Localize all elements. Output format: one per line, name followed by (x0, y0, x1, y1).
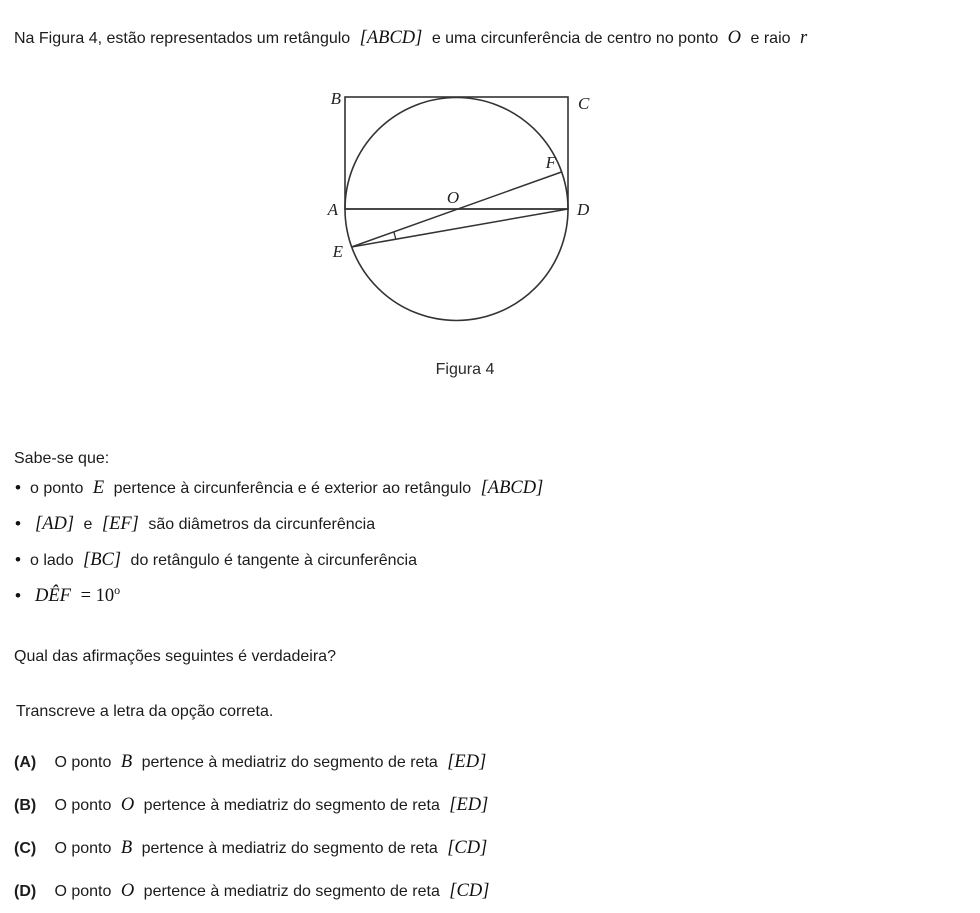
point-label-e: E (332, 242, 344, 261)
point-label-b: B (331, 89, 342, 108)
fact-text: o ponto (30, 480, 84, 497)
fact-item-tangent: o lado [BC] do retângulo é tangente à ci… (14, 542, 954, 578)
math-rectangle-abcd: [ABCD] (359, 28, 423, 48)
option-row-b: (B) O ponto O pertence à mediatriz do se… (14, 784, 954, 827)
point-label-f: F (545, 153, 557, 172)
fact-item-e-on-circle: o ponto E pertence à circunferência e é … (14, 470, 954, 506)
degree-superscript: o (114, 582, 121, 597)
option-text: pertence à mediatriz do segmento de reta (141, 840, 438, 857)
math-point: B (120, 752, 133, 772)
math-segment: [CD] (447, 838, 488, 858)
known-heading: Sabe-se que: (14, 450, 110, 467)
question-intro: Na Figura 4, estão representados um retâ… (14, 27, 974, 50)
option-row-a: (A) O ponto B pertence à mediatriz do se… (14, 741, 954, 784)
option-row-c: (C) O ponto B pertence à mediatriz do se… (14, 827, 954, 870)
math-point-o: O (727, 28, 742, 48)
instruction-text: Transcreve a letra da opção correta. (16, 703, 274, 720)
option-text: pertence à mediatriz do segmento de reta (141, 754, 438, 771)
options-list: (A) O ponto B pertence à mediatriz do se… (14, 741, 954, 913)
fact-text: são diâmetros da circunferência (148, 516, 376, 533)
figure-caption: Figura 4 (435, 361, 495, 378)
intro-text-2: e uma circunferência de centro no ponto (431, 30, 719, 47)
math-point: O (120, 881, 135, 901)
option-text: pertence à mediatriz do segmento de reta (143, 883, 440, 900)
fact-text: do retângulo é tangente à circunferência (130, 552, 417, 569)
math-segment: [ED] (447, 752, 487, 772)
point-label-c: C (578, 94, 590, 113)
point-label-a: A (327, 200, 339, 219)
option-letter: (C) (14, 840, 37, 857)
option-letter: (D) (14, 883, 37, 900)
math-segment-bc: [BC] (83, 550, 122, 570)
diameter-ef (351, 171, 562, 248)
math-segment-ad: [AD] (35, 514, 75, 534)
point-label-d: D (576, 200, 590, 219)
option-text: O ponto (54, 797, 112, 814)
option-text: O ponto (54, 754, 112, 771)
intro-text-1: Na Figura 4, estão representados um retâ… (14, 30, 351, 47)
option-text: O ponto (54, 840, 112, 857)
math-radius-r: r (799, 28, 808, 48)
segment-ed (351, 208, 569, 248)
fact-text: o lado (30, 552, 74, 569)
math-point: O (120, 795, 135, 815)
point-label-o: O (447, 188, 459, 207)
option-letter: (B) (14, 797, 37, 814)
option-text: pertence à mediatriz do segmento de reta (143, 797, 440, 814)
math-point: B (120, 838, 133, 858)
fact-text: e (83, 516, 93, 533)
math-point-e: E (92, 478, 105, 498)
geometry-figure: B C A D O E F (327, 89, 590, 322)
math-segment: [CD] (449, 881, 490, 901)
option-letter: (A) (14, 754, 37, 771)
intro-text-3: e raio (750, 30, 791, 47)
math-segment: [ED] (449, 795, 489, 815)
facts-list: o ponto E pertence à circunferência e é … (14, 470, 954, 614)
math-equals-ten: = 10o (75, 582, 121, 606)
fact-item-angle: DÊF = 10o (14, 578, 954, 614)
option-row-d: (D) O ponto O pertence à mediatriz do se… (14, 870, 954, 913)
option-text: O ponto (54, 883, 112, 900)
question-text: Qual das afirmações seguintes é verdadei… (14, 648, 336, 665)
angle-mark-def (393, 231, 397, 240)
math-rectangle-abcd: [ABCD] (480, 478, 544, 498)
math-angle-def: DÊF (35, 586, 71, 606)
fact-item-diameters: [AD] e [EF] são diâmetros da circunferên… (14, 506, 954, 542)
math-segment-ef: [EF] (101, 514, 139, 534)
fact-text: pertence à circunferência e é exterior a… (113, 480, 472, 497)
